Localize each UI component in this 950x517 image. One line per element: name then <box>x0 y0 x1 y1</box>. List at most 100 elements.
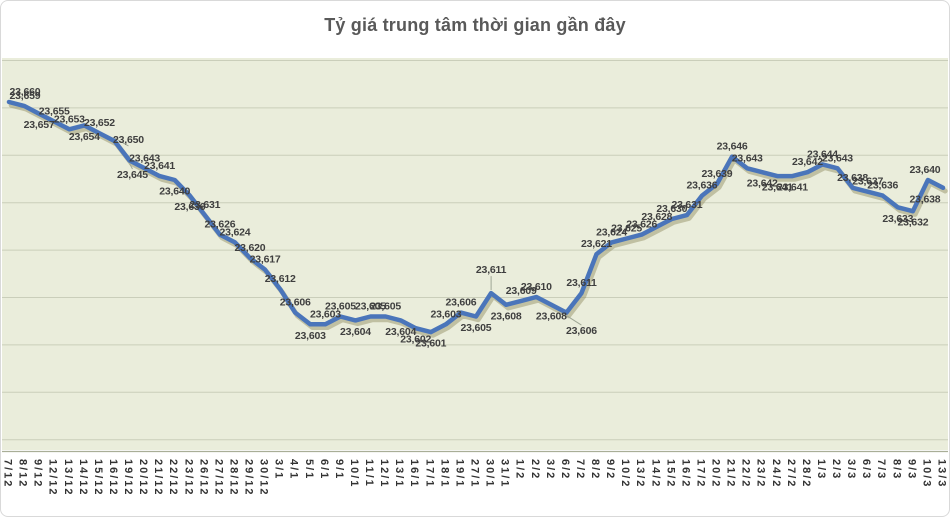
data-label: 23,626 <box>204 219 235 231</box>
plot-area-background <box>2 58 948 450</box>
x-axis-label: 13/3 <box>936 459 948 488</box>
data-label: 23,659 <box>10 90 41 102</box>
x-axis-label: 20/2 <box>710 459 722 488</box>
data-label: 23,604 <box>385 326 416 338</box>
x-axis-label: 17/2 <box>695 459 707 488</box>
x-axis-label: 20/12 <box>137 459 149 497</box>
x-axis-label: 23/2 <box>755 459 767 488</box>
x-axis-label: 9/2 <box>604 459 616 480</box>
x-axis-label: 3/1 <box>273 459 285 480</box>
data-label: 23,642 <box>747 178 778 190</box>
data-label: 23,660 <box>10 86 41 98</box>
x-axis-label: 1/3 <box>815 459 827 480</box>
x-axis-label: 10/2 <box>619 459 631 488</box>
data-label: 23,612 <box>265 273 296 285</box>
x-axis-label: 4/1 <box>288 459 300 480</box>
label-leader-line <box>114 137 129 147</box>
data-label: 23,603 <box>295 330 326 342</box>
data-label: 23,631 <box>671 199 702 211</box>
x-axis-label: 8/2 <box>589 459 601 480</box>
x-axis-label: 9/1 <box>333 459 345 480</box>
x-axis-label: 9/12 <box>32 459 44 488</box>
data-label: 23,638 <box>910 193 941 205</box>
x-axis-label: 26/12 <box>197 459 209 497</box>
x-axis-label: 5/1 <box>303 459 315 480</box>
x-axis-label: 9/3 <box>905 459 917 480</box>
series-line <box>6 99 946 335</box>
data-label: 23,601 <box>415 338 446 350</box>
x-axis-label: 13/1 <box>393 459 405 488</box>
label-leader-line <box>566 315 582 326</box>
x-axis-label: 1/2 <box>514 459 526 480</box>
data-label: 23,641 <box>144 160 175 172</box>
data-label: 23,650 <box>113 134 144 146</box>
x-axis-label: 23/12 <box>182 459 194 497</box>
data-label: 23,605 <box>355 301 386 313</box>
data-label: 23,626 <box>626 219 657 231</box>
x-axis-label: 2/3 <box>830 459 842 480</box>
data-label: 23,611 <box>566 277 597 289</box>
data-label: 23,636 <box>687 180 718 192</box>
data-label: 23,604 <box>340 326 371 338</box>
data-label: 23,620 <box>235 242 266 254</box>
data-label: 23,606 <box>445 297 476 309</box>
data-label: 23,606 <box>280 297 311 309</box>
data-label: 23,628 <box>641 211 672 223</box>
x-axis-label: 14/2 <box>649 459 661 488</box>
x-axis-label: 27/12 <box>212 459 224 497</box>
x-axis-label: 6/2 <box>559 459 571 480</box>
data-label: 23,608 <box>536 310 567 322</box>
data-label: 23,642 <box>792 156 823 168</box>
x-axis-label: 30/1 <box>484 459 496 488</box>
data-label: 23,624 <box>596 226 627 238</box>
data-label: 23,621 <box>581 238 612 250</box>
data-label: 23,643 <box>732 152 763 164</box>
x-axis-label: 2/2 <box>529 459 541 480</box>
data-label: 23,655 <box>39 106 70 118</box>
x-axis-label: 8/12 <box>17 459 29 488</box>
series-line-shadow <box>8 102 948 338</box>
x-axis-label: 11/1 <box>363 459 375 488</box>
x-axis-label: 31/1 <box>499 459 511 488</box>
data-label: 23,605 <box>461 322 492 334</box>
data-label: 23,633 <box>882 213 913 225</box>
data-label: 23,606 <box>566 325 597 337</box>
x-axis-label: 16/1 <box>408 459 420 488</box>
x-axis-label: 16/2 <box>679 459 691 488</box>
data-label: 23,652 <box>84 117 115 129</box>
x-axis-label: 19/1 <box>453 459 465 488</box>
chart-title: Tỷ giá trung tâm thời gian gần đây <box>324 15 626 35</box>
data-label: 23,643 <box>822 152 853 164</box>
x-axis-label: 15/12 <box>92 459 104 497</box>
data-label: 23,644 <box>807 148 838 160</box>
data-label: 23,611 <box>476 264 507 276</box>
data-label: 23,630 <box>656 203 687 215</box>
x-axis-label: 22/12 <box>167 459 179 497</box>
x-axis-label: 7/2 <box>574 459 586 480</box>
data-label: 23,603 <box>430 308 461 320</box>
data-label: 23,638 <box>837 172 868 184</box>
x-axis-label: 10/3 <box>920 459 932 488</box>
data-label: 23,602 <box>400 334 431 346</box>
x-axis-label: 6/3 <box>860 459 872 480</box>
data-label: 23,641 <box>777 182 808 194</box>
x-axis-label: 13/12 <box>62 459 74 497</box>
data-label: 23,653 <box>54 113 85 125</box>
data-label: 23,631 <box>189 199 220 211</box>
x-axis-label: 30/12 <box>258 459 270 497</box>
data-label: 23,608 <box>491 310 522 322</box>
x-axis-label: 27/1 <box>469 459 481 488</box>
x-axis-label: 3/3 <box>845 459 857 480</box>
x-axis-label: 3/2 <box>544 459 556 480</box>
x-axis-label: 7/12 <box>2 459 14 488</box>
x-axis-label: 28/12 <box>228 459 240 497</box>
data-label: 23,603 <box>310 308 341 320</box>
data-label: 23,639 <box>702 168 733 180</box>
data-label: 23,605 <box>370 301 401 313</box>
x-axis-label: 24/2 <box>770 459 782 488</box>
data-label: 23,637 <box>852 176 883 188</box>
x-axis-label: 18/1 <box>438 459 450 488</box>
x-axis-label: 17/1 <box>423 459 435 488</box>
